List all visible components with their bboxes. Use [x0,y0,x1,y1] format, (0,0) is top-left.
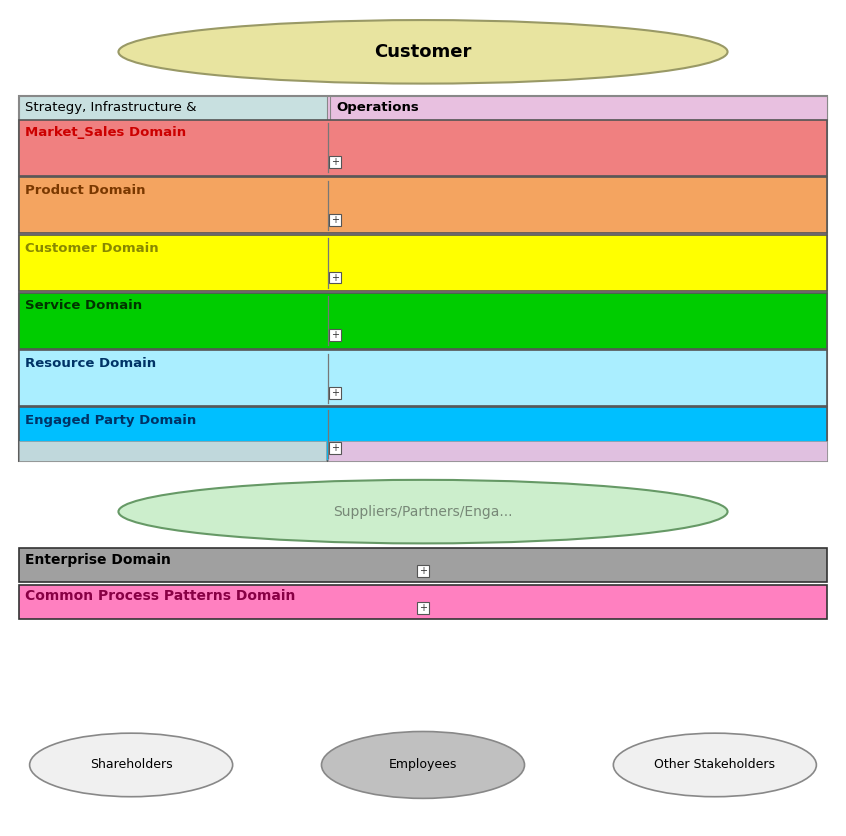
Bar [19,235,827,291]
Text: Customer: Customer [374,43,472,61]
Bar [19,96,827,461]
Text: +: + [331,273,339,283]
Text: Product Domain: Product Domain [25,184,146,197]
Text: Resource Domain: Resource Domain [25,357,157,370]
Text: +: + [419,603,427,613]
Bar [19,177,827,233]
Bar [19,350,827,406]
Ellipse shape [30,733,233,797]
Bar [330,96,827,120]
Ellipse shape [118,20,728,84]
Bar [19,548,827,582]
Ellipse shape [321,732,525,798]
Text: +: + [331,443,339,453]
Bar [417,565,429,577]
Bar [19,585,827,619]
Text: +: + [331,215,339,225]
Text: Employees: Employees [389,758,457,772]
Ellipse shape [118,480,728,543]
Bar [328,441,827,461]
Text: +: + [331,388,339,398]
Bar [417,602,429,614]
Bar [19,293,827,349]
Bar [19,441,326,461]
Text: Strategy, Infrastructure &: Strategy, Infrastructure & [25,101,197,115]
Text: Market_Sales Domain: Market_Sales Domain [25,126,186,140]
Text: Service Domain: Service Domain [25,299,142,313]
Bar [329,442,341,454]
Bar [19,407,827,461]
Text: +: + [419,566,427,576]
Text: Operations: Operations [337,101,420,115]
Text: Shareholders: Shareholders [90,758,173,772]
Bar [329,387,341,399]
Bar [19,96,327,120]
Bar [329,272,341,283]
Text: Customer Domain: Customer Domain [25,242,159,255]
Text: +: + [331,157,339,167]
Bar [329,156,341,168]
Text: Common Process Patterns Domain: Common Process Patterns Domain [25,589,296,604]
Text: Engaged Party Domain: Engaged Party Domain [25,414,196,427]
Text: Enterprise Domain: Enterprise Domain [25,553,171,567]
Bar [19,120,827,176]
Ellipse shape [613,733,816,797]
Text: Suppliers/Partners/Enga...: Suppliers/Partners/Enga... [333,505,513,518]
Bar [329,214,341,226]
Text: Other Stakeholders: Other Stakeholders [654,758,776,772]
Bar [329,329,341,341]
Text: +: + [331,330,339,340]
